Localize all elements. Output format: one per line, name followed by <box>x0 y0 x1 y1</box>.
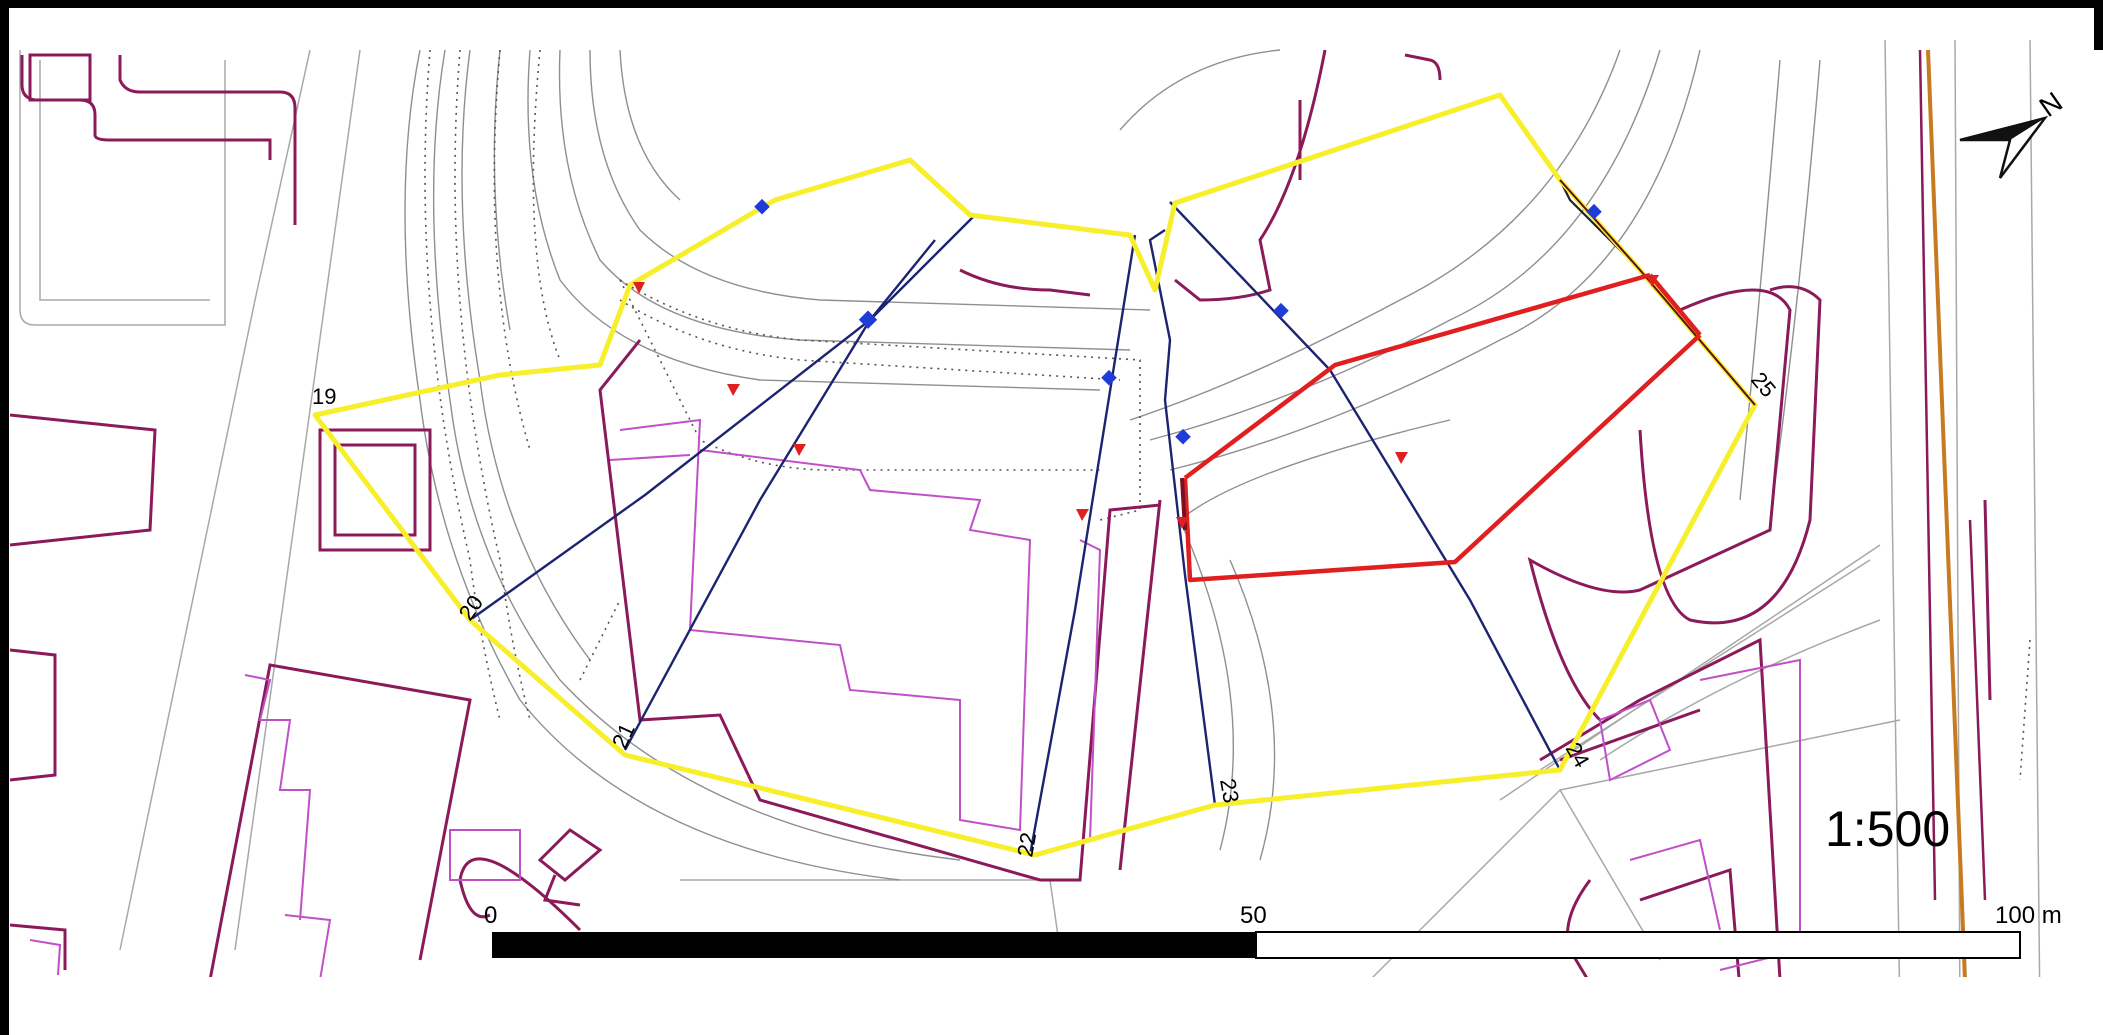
frame-top <box>0 0 2103 8</box>
north-label: N <box>2034 86 2068 123</box>
point-label-25: 25 <box>1746 367 1781 402</box>
point-label-19: 19 <box>312 384 336 409</box>
section-lines <box>469 201 1562 856</box>
scale-ratio: 1:500 <box>1825 801 1950 857</box>
survey-boundary <box>312 92 1758 858</box>
blue-marker <box>1101 369 1117 386</box>
point-label-20: 20 <box>454 590 489 624</box>
road-line <box>1926 49 1967 981</box>
red-marker <box>633 282 645 294</box>
outline-dark <box>314 94 1756 417</box>
red-marker <box>1395 452 1408 464</box>
point-labels: 19 20 21 22 23 24 25 <box>312 367 1781 859</box>
road-edge <box>1968 519 1987 901</box>
north-arrow: N <box>1959 86 2068 179</box>
north-arrow-icon <box>1959 115 2049 179</box>
scale-start-label: 0 <box>484 902 497 929</box>
blue-marker <box>1175 428 1191 445</box>
buildings-thin <box>29 418 1801 981</box>
red-marker <box>1076 509 1089 521</box>
blue-markers <box>754 198 1602 445</box>
scale-end-label: 100 m <box>1995 902 2062 929</box>
red-marker <box>1176 517 1189 529</box>
point-label-21: 21 <box>607 719 640 752</box>
blue-marker <box>858 310 878 329</box>
blue-marker <box>1273 302 1289 319</box>
scale-mid-label: 50 <box>1240 902 1267 929</box>
scale-bar-black <box>492 932 1256 958</box>
base-lines <box>19 39 2041 1021</box>
dotted-contours <box>424 49 2031 781</box>
frame-right <box>2094 0 2103 50</box>
buildings <box>9 49 1992 1001</box>
scale-bar: 0 50 100 m <box>484 902 2062 959</box>
red-markers <box>633 275 1659 529</box>
red-marker <box>793 444 806 456</box>
red-marker <box>1646 275 1659 287</box>
bottom-margin <box>9 977 2103 1035</box>
red-marker <box>727 384 740 396</box>
scale-bar-white <box>1255 931 2021 959</box>
point-label-23: 23 <box>1215 777 1244 805</box>
blue-marker <box>1586 203 1602 220</box>
red-route <box>1182 272 1702 583</box>
point-label-22: 22 <box>1012 830 1041 858</box>
blue-marker <box>754 198 770 215</box>
frame-left <box>0 0 9 1035</box>
